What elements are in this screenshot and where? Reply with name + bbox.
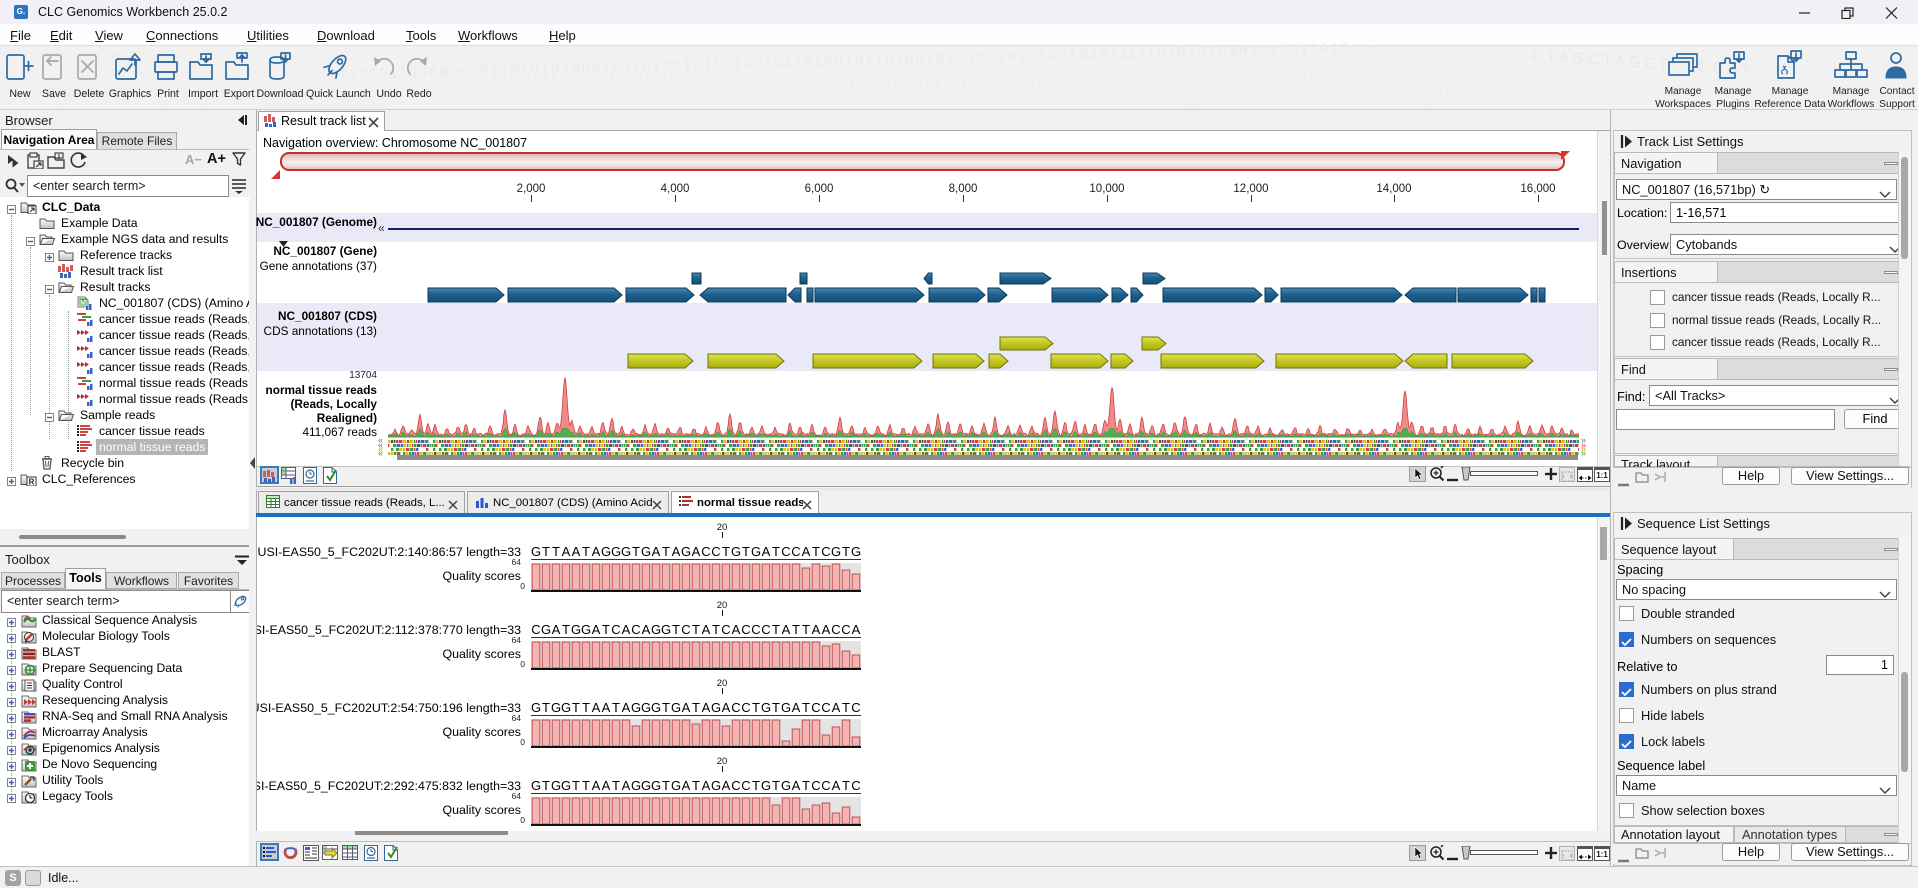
svg-text:R: R — [29, 478, 35, 487]
svg-text:M: M — [80, 300, 86, 307]
